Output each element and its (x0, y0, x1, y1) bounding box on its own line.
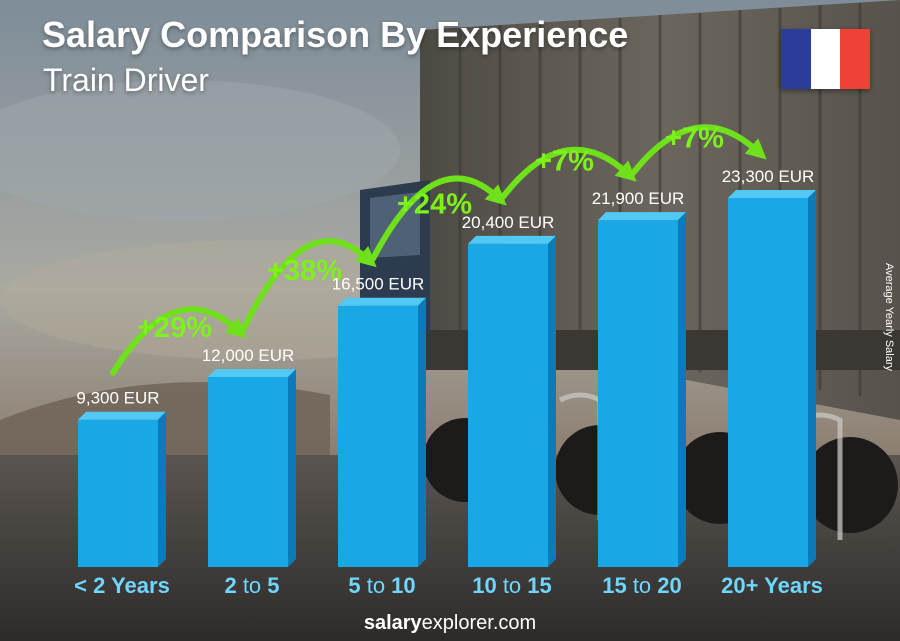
x-tick-label-1: 2 to 5 (224, 573, 279, 598)
flag-stripe-red (840, 29, 871, 89)
flag-stripe-white (810, 29, 841, 89)
bar-0 (78, 419, 158, 567)
bar-side-2 (418, 297, 426, 567)
value-label-5: 23,300 EUR (722, 167, 815, 186)
bar-side-5 (808, 190, 816, 567)
value-label-2: 16,500 EUR (332, 275, 425, 294)
increase-label-2: +24% (397, 188, 472, 220)
increase-label-0: +29% (137, 312, 212, 344)
chart-subtitle: Train Driver (43, 62, 209, 98)
bar-1 (208, 376, 288, 567)
value-label-4: 21,900 EUR (592, 189, 685, 208)
bar-side-1 (288, 368, 296, 567)
bar-top-3 (468, 235, 556, 244)
bar-side-3 (548, 235, 556, 567)
bar-top-0 (78, 411, 166, 420)
x-tick-label-2: 5 to 10 (348, 573, 415, 598)
value-label-1: 12,000 EUR (202, 346, 295, 365)
increase-label-1: +38% (267, 255, 342, 287)
bar-top-1 (208, 368, 296, 377)
bar-3 (468, 243, 548, 567)
increase-arrow-1 (240, 238, 377, 333)
france-flag-icon (781, 29, 871, 89)
bar-2 (338, 305, 418, 567)
flag-stripe-blue (781, 29, 811, 89)
footer-brand: salary (363, 612, 422, 634)
increase-label-4: +7% (665, 123, 724, 155)
bar-top-2 (338, 297, 426, 306)
footer-domain: explorer.com (421, 612, 537, 634)
value-label-3: 20,400 EUR (462, 213, 555, 232)
increase-arrow-4 (630, 124, 767, 177)
bar-top-4 (598, 212, 686, 221)
x-tick-label-4: 15 to 20 (602, 573, 682, 598)
x-tick-label-0: < 2 Years (74, 573, 170, 598)
bar-5 (728, 198, 808, 567)
increase-label-3: +7% (535, 146, 594, 178)
footer-branding: salaryexplorer.com (0, 612, 900, 635)
bar-side-0 (158, 411, 166, 567)
x-tick-label-3: 10 to 15 (472, 573, 552, 598)
value-label-0: 9,300 EUR (76, 389, 159, 408)
increase-arrow-3 (500, 146, 637, 200)
bar-4 (598, 220, 678, 567)
increase-arrow-2 (370, 175, 507, 262)
chart-title: Salary Comparison By Experience (42, 14, 629, 55)
x-tick-label-5: 20+ Years (721, 573, 823, 598)
increase-arrow-0 (110, 306, 247, 376)
bar-side-4 (678, 212, 686, 567)
bar-top-5 (728, 190, 816, 198)
